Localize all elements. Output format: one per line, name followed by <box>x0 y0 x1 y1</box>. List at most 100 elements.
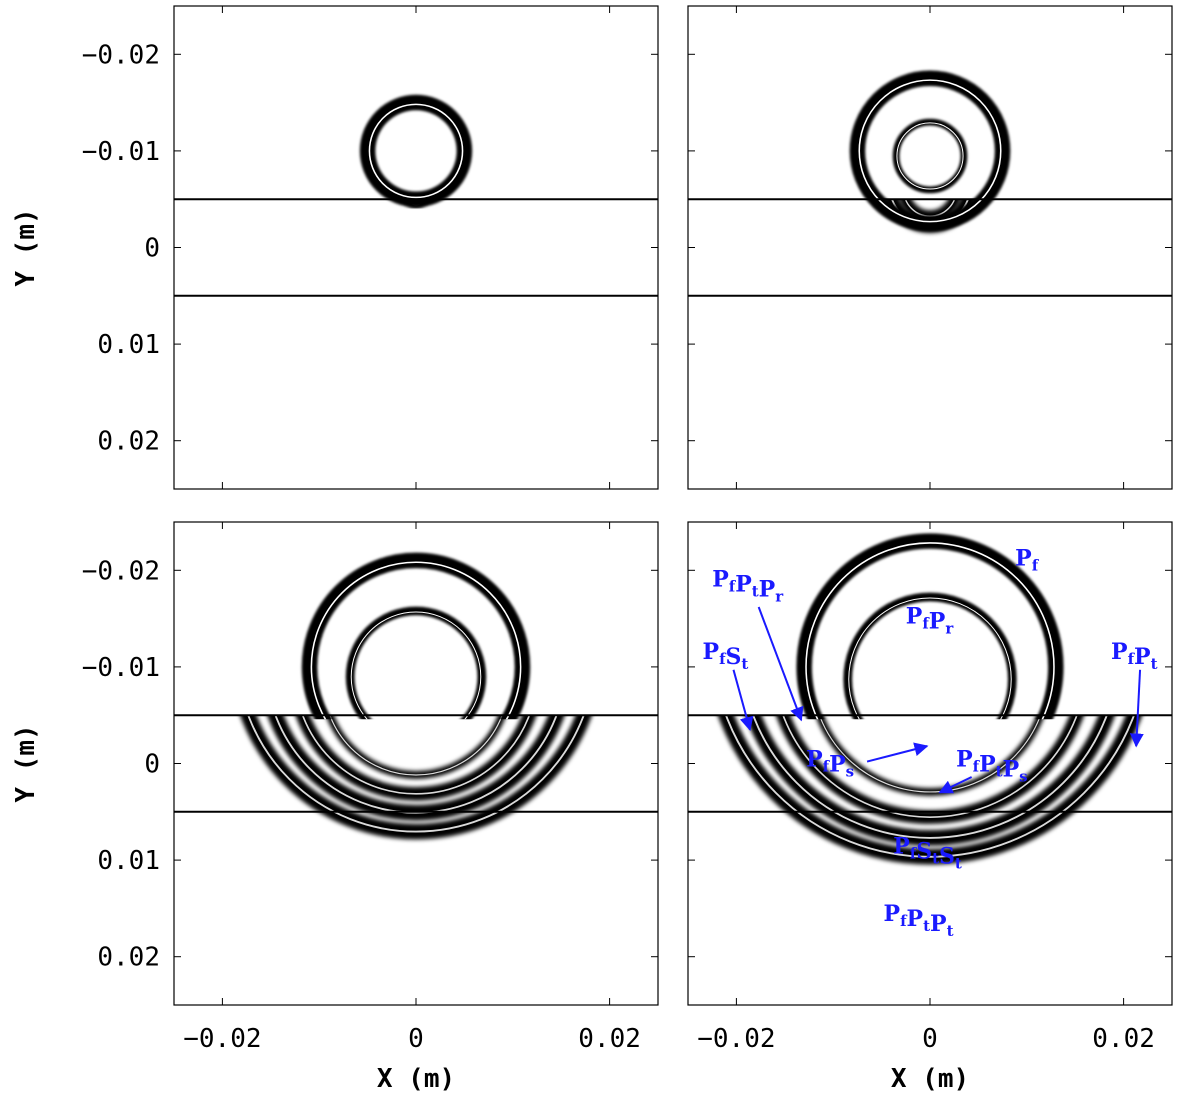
x-tick-label: 0 <box>408 1024 424 1054</box>
wavefield <box>688 6 1172 489</box>
panel-top-right <box>687 5 1173 490</box>
front-core <box>350 611 482 720</box>
y-tick-label: −0.02 <box>82 40 160 70</box>
incident-front <box>849 70 1011 232</box>
wave-label: PfPr <box>906 603 955 637</box>
x-axis-label: X (m) <box>377 1064 455 1094</box>
wave-label-sub: s <box>1019 767 1027 785</box>
incident-front <box>796 533 1064 720</box>
wave-label-sub: f <box>900 912 908 930</box>
front-band <box>301 552 531 720</box>
wavefield <box>174 6 658 489</box>
wave-label: PfPtPt <box>884 901 954 940</box>
wave-label-sub: f <box>973 757 981 775</box>
wave-label-main: P <box>906 603 923 629</box>
wave-label-sub: r <box>945 619 954 637</box>
wave-label-sub: f <box>823 757 831 775</box>
wave-label-main: P <box>979 751 996 777</box>
wave-label-sub: f <box>719 650 727 668</box>
y-tick-label: 0.01 <box>97 846 160 876</box>
front-core <box>368 103 464 199</box>
wave-label-sub: t <box>923 917 930 935</box>
wave-label-main: P <box>1003 756 1020 782</box>
incident-front <box>892 118 968 194</box>
transmitted-front-core <box>782 715 1078 818</box>
wave-label-main: P <box>1015 545 1032 571</box>
wave-label-sub: t <box>947 922 954 940</box>
y-tick-label: −0.01 <box>82 137 160 167</box>
wave-label: PfPt <box>1111 639 1158 673</box>
wave-label-sub: t <box>752 583 759 601</box>
wavefield <box>174 522 658 1005</box>
wave-label-main: S <box>726 644 742 670</box>
y-axis-label: Y (m) <box>11 208 41 286</box>
transmitted-front-core <box>818 715 1042 793</box>
annotation-arrow <box>866 742 929 763</box>
wave-label-main: P <box>712 567 729 593</box>
transmitted-front-core <box>752 715 1108 839</box>
annotation-arrow <box>732 669 754 732</box>
transmitted-front-core <box>329 715 503 776</box>
wave-label-sub: r <box>775 588 784 606</box>
wave-label-sub: f <box>1032 556 1040 574</box>
wave-label-main: P <box>703 639 720 665</box>
wave-label-sub: t <box>741 655 748 673</box>
transmitted-front-core <box>725 715 1135 858</box>
wave-label-main: P <box>735 572 752 598</box>
wavefield <box>688 522 1172 1005</box>
front-band <box>796 533 1064 720</box>
incident-front <box>345 606 487 720</box>
wave-label-sub: f <box>910 844 918 862</box>
wave-label-main: P <box>893 833 910 859</box>
front-band <box>849 70 1011 232</box>
x-tick-label: −0.02 <box>697 1024 775 1054</box>
wave-label-main: P <box>929 608 946 634</box>
panel-top-left: −0.02 −0.01 0 0.01 0.02 Y (m) <box>11 5 659 490</box>
annotation-arrow <box>757 606 804 722</box>
wave-label-sub: t <box>996 762 1003 780</box>
wave-label-sub: t <box>1151 655 1158 673</box>
y-tick-label: 0.02 <box>97 427 160 457</box>
wave-label: PfPs <box>806 746 854 780</box>
wave-label-sub: t <box>955 854 962 872</box>
wave-label-main: P <box>829 751 846 777</box>
front-band <box>345 606 487 720</box>
transmitted-front-core <box>301 715 531 795</box>
wave-label: PfStSt <box>893 833 962 872</box>
wave-label-sub: f <box>729 578 737 596</box>
wave-label-main: P <box>956 746 973 772</box>
y-tick-label: −0.02 <box>82 556 160 586</box>
front-core <box>310 561 522 720</box>
x-tick-label: 0.02 <box>578 1024 641 1054</box>
wave-label-main: P <box>759 577 776 603</box>
front-core <box>848 597 1012 720</box>
front-band <box>892 118 968 194</box>
wave-label-main: P <box>1111 639 1128 665</box>
wave-label-sub: t <box>932 849 939 867</box>
panel-bottom-left: −0.02 0 0.02 −0.02 −0.01 0 0.01 0.02 X (m) Y (m) <box>11 521 659 1094</box>
wave-label-sub: s <box>846 762 854 780</box>
wave-label-main: P <box>1134 644 1151 670</box>
wave-label-main: P <box>930 911 947 937</box>
front-core <box>896 122 964 190</box>
wave-label-sub: f <box>922 614 930 632</box>
wave-label: PfPtPs <box>956 746 1027 785</box>
wave-label-main: S <box>939 843 955 869</box>
wave-label: PfPtPr <box>712 567 784 606</box>
y-tick-label: 0 <box>144 234 160 264</box>
incident-front <box>301 552 531 720</box>
x-tick-label: −0.02 <box>183 1024 261 1054</box>
y-tick-label: 0.02 <box>97 943 160 973</box>
y-tick-label: 0 <box>144 750 160 780</box>
y-tick-label: 0.01 <box>97 330 160 360</box>
wave-label-main: P <box>884 901 901 927</box>
wave-label-sub: f <box>1128 650 1136 668</box>
x-axis-label: X (m) <box>891 1064 969 1094</box>
y-tick-label: −0.01 <box>82 653 160 683</box>
transmitted-front-core <box>247 715 585 833</box>
x-tick-label: 0 <box>922 1024 938 1054</box>
front-band <box>843 592 1017 720</box>
